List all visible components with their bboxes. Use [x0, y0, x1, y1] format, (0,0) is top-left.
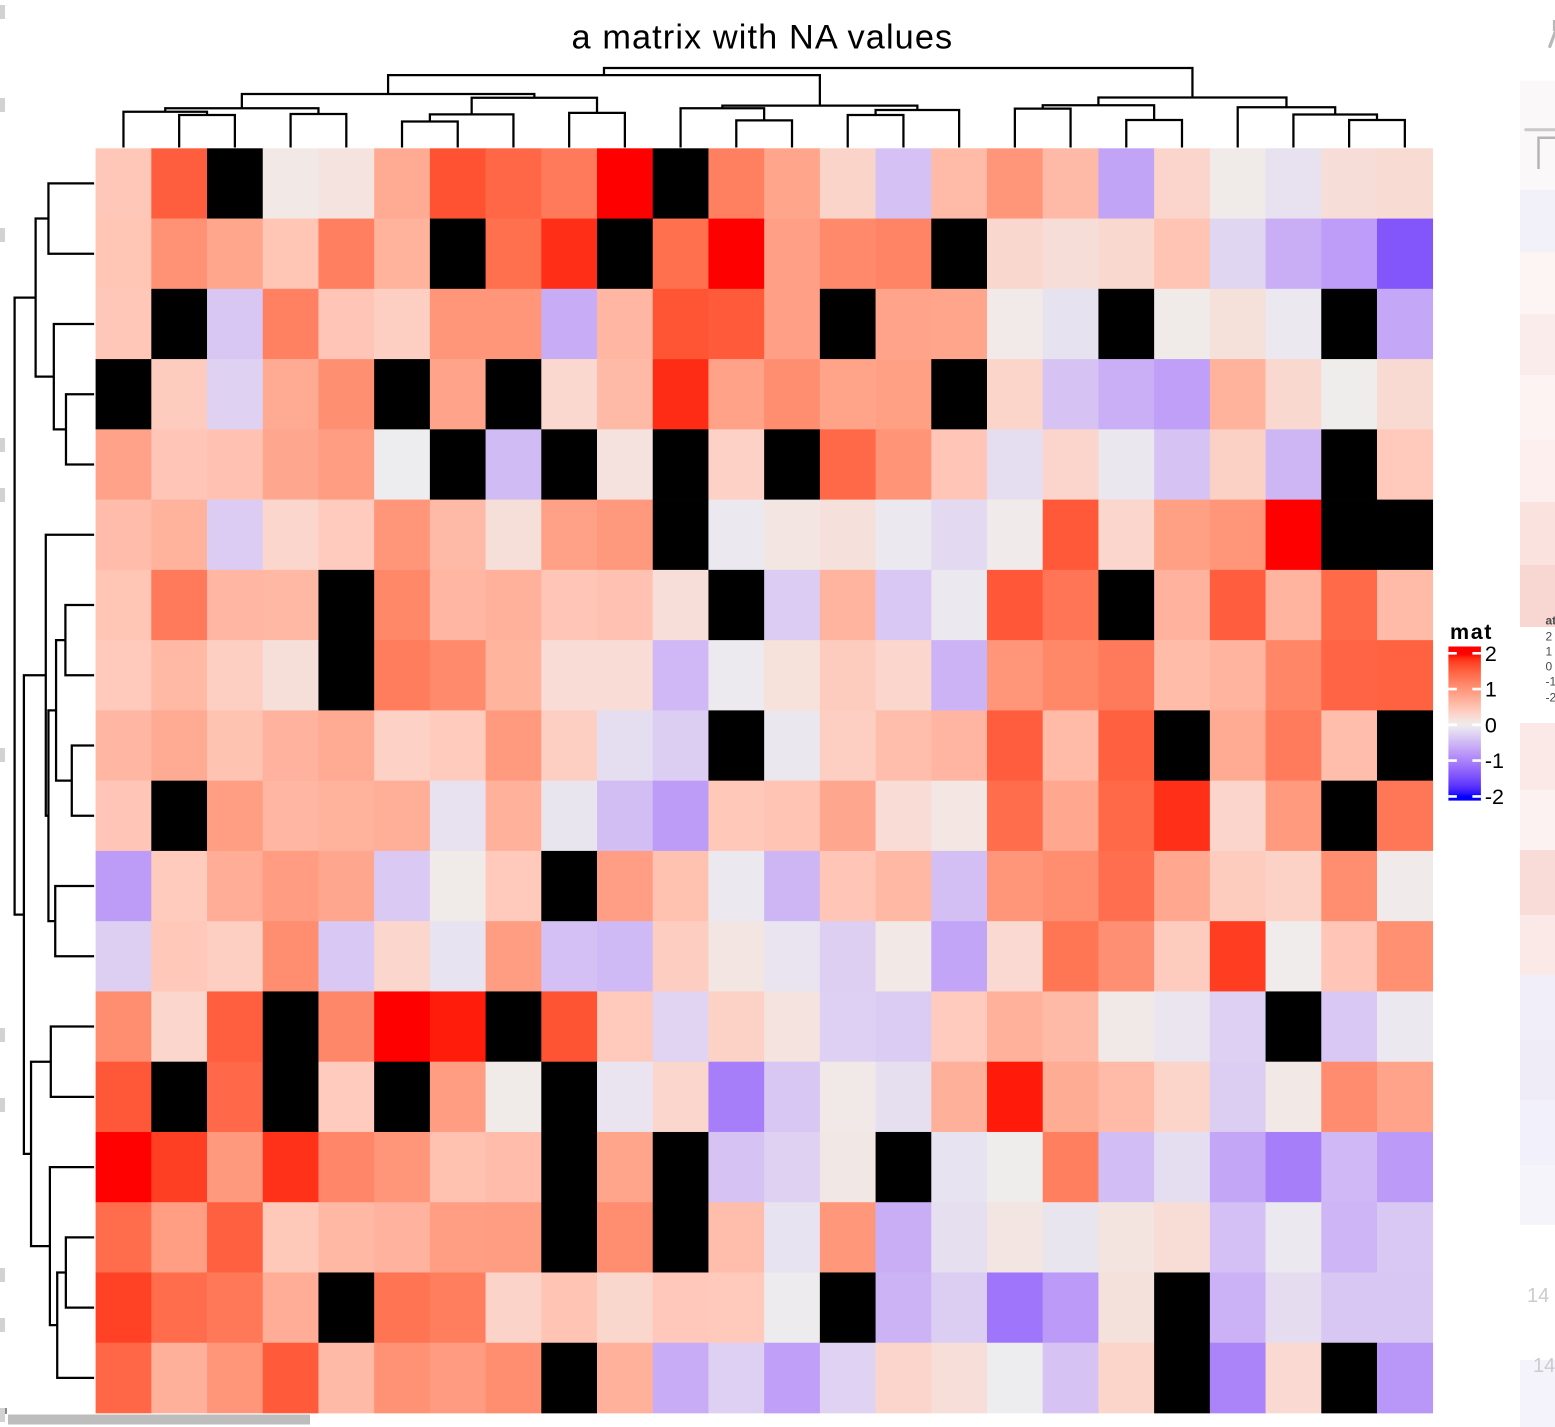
svg-text:14: 14	[1527, 1285, 1549, 1307]
svg-text:0: 0	[1546, 660, 1553, 674]
svg-text:-1: -1	[1485, 749, 1504, 773]
svg-text:-1: -1	[1546, 675, 1555, 689]
svg-text:a matrix with NA values: a matrix with NA values	[572, 19, 954, 57]
svg-text:-2: -2	[1485, 785, 1504, 809]
svg-text:-2: -2	[1546, 691, 1555, 705]
svg-text:1: 1	[1485, 678, 1497, 702]
svg-text:0: 0	[1485, 713, 1497, 737]
svg-text:2: 2	[1546, 630, 1553, 644]
svg-text:1: 1	[1546, 645, 1553, 659]
svg-text:14: 14	[1533, 1355, 1555, 1377]
svg-text:at: at	[1546, 614, 1555, 628]
svg-text:mat: mat	[1450, 620, 1493, 644]
svg-text:2: 2	[1485, 642, 1497, 666]
